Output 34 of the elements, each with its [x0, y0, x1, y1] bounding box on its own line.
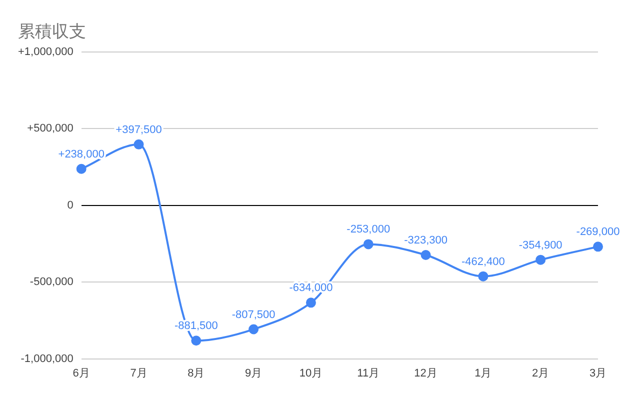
point: [306, 298, 316, 308]
x-tick-label: 12月: [414, 367, 438, 380]
x-tick-label: 9月: [245, 367, 262, 380]
x-tick-label: 8月: [188, 367, 205, 380]
x-tick-label: 1月: [474, 367, 492, 380]
point: [76, 164, 86, 174]
chart-title: 累積収支: [18, 21, 86, 43]
x-tick-label: 10月: [299, 367, 323, 380]
point: [478, 271, 488, 282]
point: [248, 324, 259, 334]
x-tick-label: 6月: [72, 367, 90, 380]
point: [593, 242, 603, 252]
y-tick-label: +1,000,000: [18, 46, 74, 58]
data-label: -462,400: [461, 256, 505, 268]
x-tick-label: 11月: [357, 367, 380, 380]
point: [134, 139, 144, 150]
data-label: -269,000: [576, 226, 620, 238]
point: [420, 250, 431, 260]
point: [363, 239, 374, 250]
y-tick-label: 0: [67, 199, 74, 212]
y-tick-label: +500,000: [27, 122, 74, 135]
data-label: -323,300: [404, 234, 448, 247]
y-tick-label: -500,000: [30, 276, 74, 288]
data-label: +397,500: [116, 124, 162, 136]
point: [536, 254, 546, 265]
y-tick-label: -1,000,000: [20, 352, 74, 365]
data-label: +238,000: [58, 148, 104, 160]
data-label: -354,900: [518, 239, 562, 252]
x-tick-label: 7月: [130, 367, 148, 380]
x-tick-label: 2月: [532, 367, 550, 380]
point: [191, 336, 202, 346]
data-label: -253,000: [346, 224, 390, 236]
data-label: -807,500: [232, 308, 276, 321]
x-tick-label: 3月: [589, 367, 607, 380]
